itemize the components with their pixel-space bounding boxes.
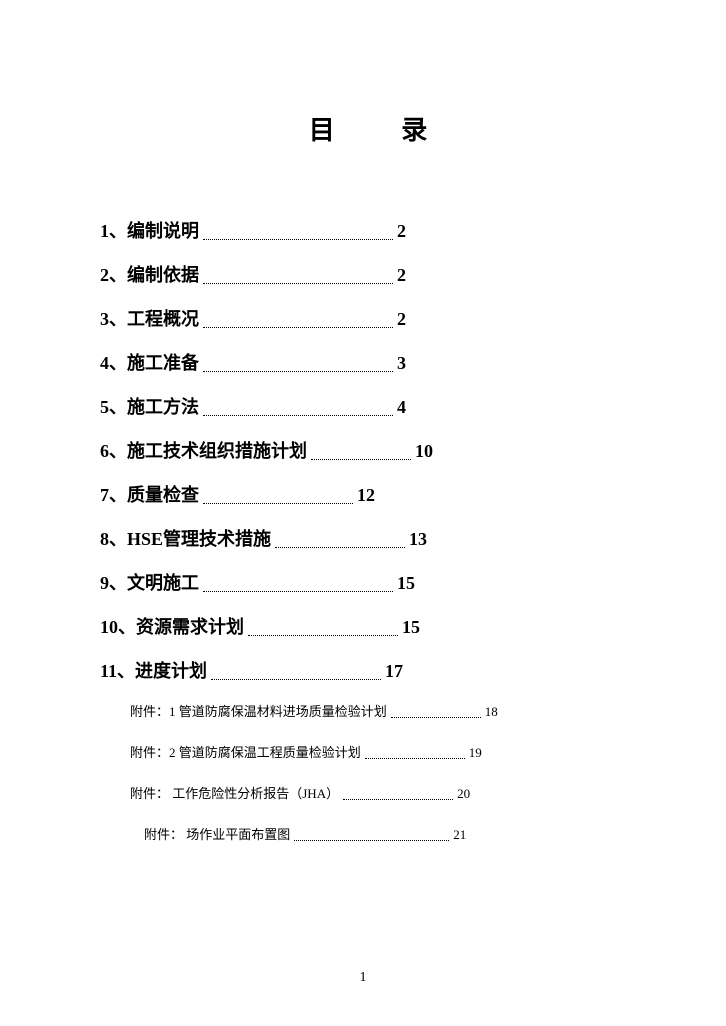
- toc-leader: [203, 283, 393, 284]
- toc-label: 附件：1 管道防腐保温材料进场质量检验计划: [130, 701, 391, 720]
- toc-row: 5、施工方法 4: [100, 393, 636, 419]
- toc-label: 1、编制说明: [100, 217, 203, 243]
- toc-leader: [343, 799, 453, 800]
- page-number: 1: [0, 970, 726, 986]
- toc-row: 11、进度计划 17: [100, 657, 636, 683]
- toc-row: 8、HSE管理技术措施 13: [100, 525, 636, 551]
- toc-label: 4、施工准备: [100, 349, 203, 375]
- toc-leader: [203, 239, 393, 240]
- toc-page: 4: [393, 397, 406, 418]
- toc-leader: [203, 591, 393, 592]
- toc-leader: [275, 547, 405, 548]
- toc-label: 3、工程概况: [100, 305, 203, 331]
- toc-leader: [248, 635, 398, 636]
- toc-entries: 1、编制说明 2 2、编制依据 2 3、工程概况 2 4、施工准备 3 5、施工方法 4 6、施工技…: [100, 217, 636, 843]
- toc-label: 附件： 工作危险性分析报告（JHA）: [130, 783, 343, 802]
- toc-page: 18: [481, 704, 498, 720]
- toc-row: 附件：1 管道防腐保温材料进场质量检验计划 18: [130, 701, 636, 720]
- toc-label: 附件：2 管道防腐保温工程质量检验计划: [130, 742, 365, 761]
- toc-leader: [203, 415, 393, 416]
- toc-leader: [391, 717, 481, 718]
- toc-page: 20: [453, 786, 470, 802]
- toc-row: 10、资源需求计划 15: [100, 613, 636, 639]
- toc-label: 10、资源需求计划: [100, 613, 248, 639]
- toc-label: 5、施工方法: [100, 393, 203, 419]
- toc-page: 10: [411, 441, 433, 462]
- toc-label: 9、文明施工: [100, 569, 203, 595]
- toc-leader: [203, 327, 393, 328]
- toc-leader: [211, 679, 381, 680]
- toc-page: 15: [393, 573, 415, 594]
- toc-label: 11、进度计划: [100, 657, 211, 683]
- toc-row: 1、编制说明 2: [100, 217, 636, 243]
- toc-row: 7、质量检查 12: [100, 481, 636, 507]
- toc-page: 17: [381, 661, 403, 682]
- toc-page: 13: [405, 529, 427, 550]
- toc-row: 3、工程概况 2: [100, 305, 636, 331]
- toc-page: 3: [393, 353, 406, 374]
- page: 目 录 1、编制说明 2 2、编制依据 2 3、工程概况 2 4、施工准备 3 5、施工方法 4 6…: [0, 0, 726, 1026]
- toc-row: 附件： 工作危险性分析报告（JHA） 20: [130, 783, 636, 802]
- toc-row: 附件：2 管道防腐保温工程质量检验计划 19: [130, 742, 636, 761]
- toc-page: 12: [353, 485, 375, 506]
- toc-label: 6、施工技术组织措施计划: [100, 437, 311, 463]
- toc-row: 4、施工准备 3: [100, 349, 636, 375]
- toc-page: 2: [393, 309, 406, 330]
- toc-label: 8、HSE管理技术措施: [100, 525, 275, 551]
- toc-row: 6、施工技术组织措施计划 10: [100, 437, 636, 463]
- toc-label: 附件： 场作业平面布置图: [144, 824, 294, 843]
- toc-label: 2、编制依据: [100, 261, 203, 287]
- toc-row: 9、文明施工 15: [100, 569, 636, 595]
- toc-page: 19: [465, 745, 482, 761]
- toc-leader: [365, 758, 465, 759]
- toc-page: 2: [393, 221, 406, 242]
- toc-label: 7、质量检查: [100, 481, 203, 507]
- toc-row: 附件： 场作业平面布置图 21: [144, 824, 636, 843]
- toc-leader: [203, 503, 353, 504]
- toc-page: 15: [398, 617, 420, 638]
- toc-leader: [294, 840, 449, 841]
- toc-leader: [203, 371, 393, 372]
- toc-page: 21: [449, 827, 466, 843]
- toc-page: 2: [393, 265, 406, 286]
- toc-leader: [311, 459, 411, 460]
- toc-title: 目 录: [100, 110, 636, 147]
- toc-row: 2、编制依据 2: [100, 261, 636, 287]
